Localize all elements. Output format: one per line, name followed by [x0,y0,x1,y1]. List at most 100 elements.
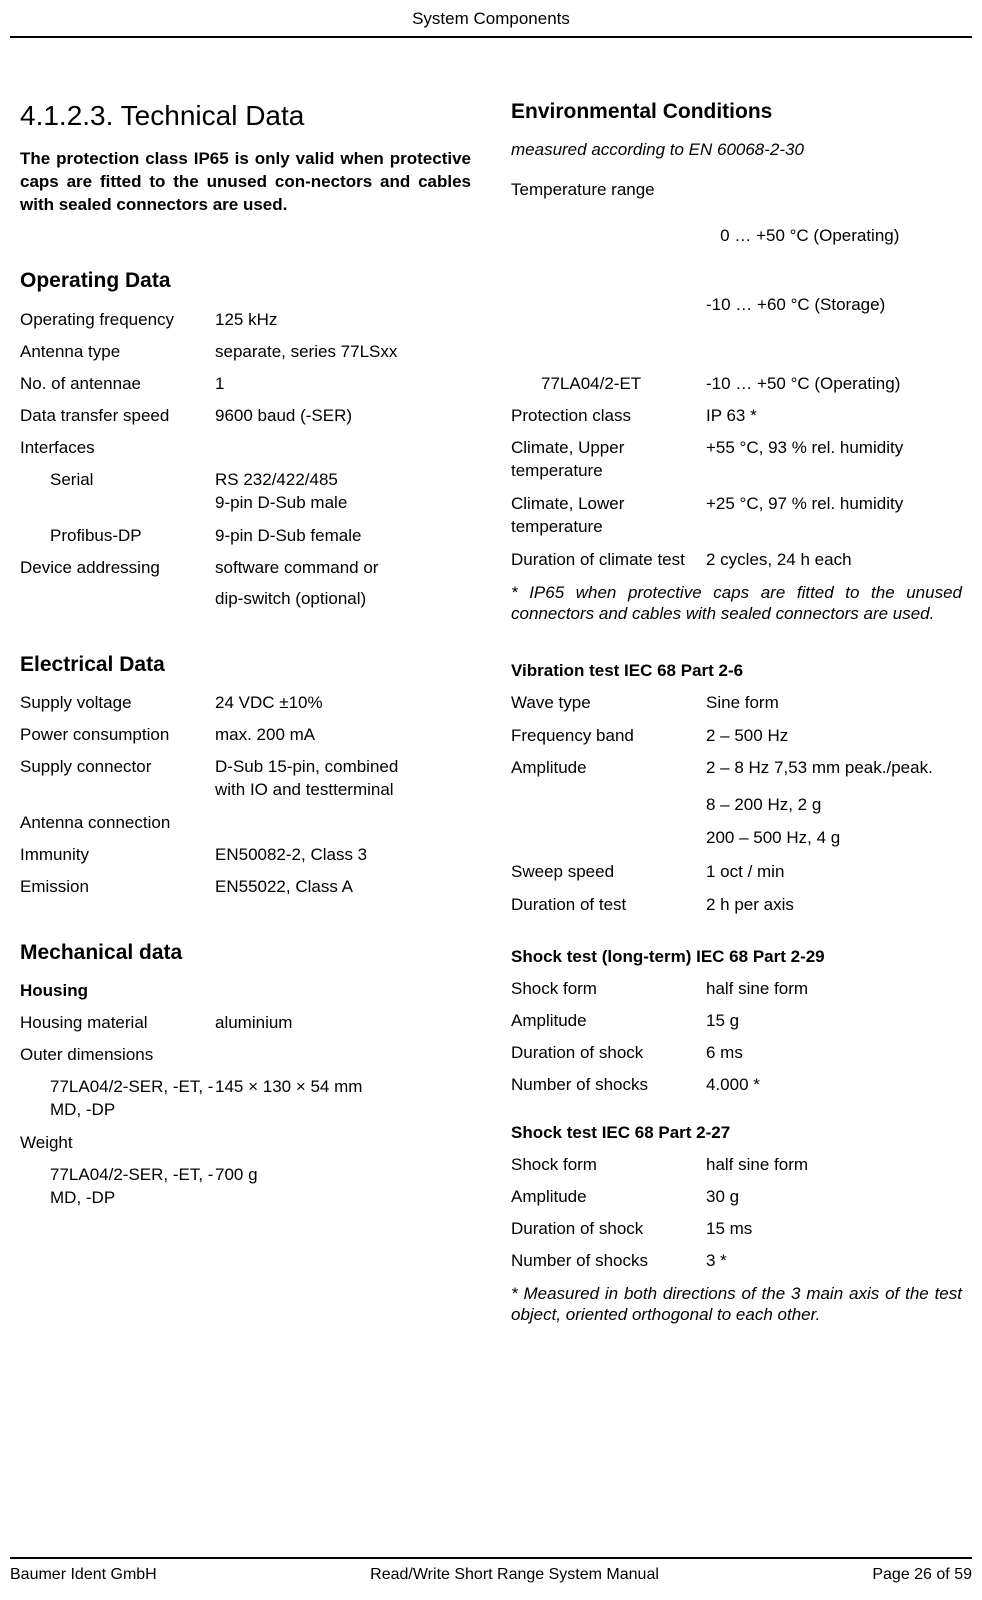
spec-label: No. of antennae [20,373,215,395]
spec-label: Housing material [20,1012,215,1034]
spec-value: 15 g [706,1010,962,1032]
spec-label: 77LA04/2-ET [511,373,706,395]
spec-row: Profibus-DP9-pin D-Sub female [20,525,471,547]
spec-row: Duration of climate test2 cycles, 24 h e… [511,549,962,572]
spec-row: 77LA04/2-ET-10 … +50 °C (Operating) [511,373,962,395]
spec-value: 2 – 500 Hz [706,725,962,747]
spec-label: Weight [20,1132,215,1154]
spec-value-line: 0 … +50 °C (Operating) [706,225,962,248]
spec-value: half sine form [706,978,962,1000]
spec-value: software command or dip-switch (optional) [215,557,471,611]
spec-label: Interfaces [20,437,215,459]
spec-row: Data transfer speed9600 baud (-SER) [20,405,471,427]
spec-row: SerialRS 232/422/4859-pin D-Sub male [20,469,471,515]
footer-center: Read/Write Short Range System Manual [370,1565,659,1586]
spec-label: Climate, Lower temperature [511,493,706,539]
spec-row: Outer dimensions [20,1044,471,1066]
spec-value: half sine form [706,1154,962,1176]
spec-row: Amplitude15 g [511,1010,962,1032]
spec-label: Outer dimensions [20,1044,215,1066]
spec-value-line: with IO and testterminal [215,779,471,802]
spec-row: Housing materialaluminium [20,1012,471,1034]
spec-value: 6 ms [706,1042,962,1064]
spec-row: Weight [20,1132,471,1154]
spec-value: separate, series 77LSxx [215,341,471,363]
shock-footnote: * Measured in both directions of the 3 m… [511,1283,962,1326]
spec-label: Amplitude [511,1010,706,1032]
electrical-data-heading: Electrical Data [20,651,471,678]
spec-value-line: 2 – 8 Hz 7,53 mm peak./peak. [706,757,962,780]
spec-label: Amplitude [511,757,706,852]
spec-label: 77LA04/2-SER, -ET, -MD, -DP [20,1164,215,1210]
spec-value: 125 kHz [215,309,471,331]
spec-label: Climate, Upper temperature [511,437,706,483]
spec-row: Supply voltage24 VDC ±10% [20,692,471,714]
spec-row: Operating frequency125 kHz [20,309,471,331]
shock-longterm-heading: Shock test (long-term) IEC 68 Part 2-29 [511,946,962,968]
page-footer: Baumer Ident GmbH Read/Write Short Range… [10,1557,972,1600]
spec-value: 9-pin D-Sub female [215,525,471,547]
section-heading: 4.1.2.3. Technical Data [20,98,471,134]
spec-value: 4.000 * [706,1074,962,1096]
spec-value: IP 63 * [706,405,962,427]
spec-label: Device addressing [20,557,215,611]
spec-value-line: 8 – 200 Hz, 2 g [706,794,962,817]
spec-row: Protection classIP 63 * [511,405,962,427]
spec-value [215,1132,471,1154]
spec-label: Sweep speed [511,861,706,883]
spec-row: Antenna connection [20,812,471,834]
spec-label: Serial [20,469,215,515]
spec-value: Sine form [706,692,962,714]
spec-label: Antenna type [20,341,215,363]
spec-row: Number of shocks3 * [511,1250,962,1272]
spec-value: 2 h per axis [706,894,962,916]
spec-value-line: 200 – 500 Hz, 4 g [706,827,962,850]
spec-row: Amplitude30 g [511,1186,962,1208]
spec-label: Number of shocks [511,1250,706,1272]
spec-row: Temperature range 0 … +50 °C (Operating)… [511,179,962,363]
spec-value [215,437,471,459]
spec-value: +55 °C, 93 % rel. humidity [706,437,962,483]
header-title: System Components [412,9,570,28]
spec-value-line: D-Sub 15-pin, combined [215,756,471,779]
spec-value-line: RS 232/422/485 [215,469,471,492]
spec-row: Frequency band2 – 500 Hz [511,725,962,747]
spec-value-line: -10 … +60 °C (Storage) [706,294,962,317]
spec-label: Data transfer speed [20,405,215,427]
spec-label: Temperature range [511,179,706,363]
spec-row: EmissionEN55022, Class A [20,876,471,898]
spec-value: EN50082-2, Class 3 [215,844,471,866]
spec-value: 1 [215,373,471,395]
operating-data-heading: Operating Data [20,267,471,294]
spec-label: Operating frequency [20,309,215,331]
spec-value-line: software command or [215,557,471,580]
spec-row: Antenna typeseparate, series 77LSxx [20,341,471,363]
spec-value: 145 × 130 × 54 mm [215,1076,471,1122]
spec-label: Shock form [511,978,706,1000]
spec-row: No. of antennae1 [20,373,471,395]
spec-value: D-Sub 15-pin, combinedwith IO and testte… [215,756,471,802]
spec-value: 2 – 8 Hz 7,53 mm peak./peak. 8 – 200 Hz,… [706,757,962,852]
spec-value: aluminium [215,1012,471,1034]
intro-note: The protection class IP65 is only valid … [20,148,471,217]
footer-left: Baumer Ident GmbH [10,1565,157,1586]
spec-label: Antenna connection [20,812,215,834]
spec-row: Climate, Upper temperature+55 °C, 93 % r… [511,437,962,483]
spec-row: Power consumptionmax. 200 mA [20,724,471,746]
spec-value: 1 oct / min [706,861,962,883]
spec-row: 77LA04/2-SER, -ET, -MD, -DP145 × 130 × 5… [20,1076,471,1122]
mechanical-data-heading: Mechanical data [20,939,471,966]
spec-row: Shock formhalf sine form [511,1154,962,1176]
spec-row: Number of shocks4.000 * [511,1074,962,1096]
spec-label: Frequency band [511,725,706,747]
page-header: System Components [10,0,972,38]
spec-value: -10 … +50 °C (Operating) [706,373,962,395]
spec-value-line: dip-switch (optional) [215,588,471,611]
spec-label: Supply connector [20,756,215,802]
left-column: 4.1.2.3. Technical Data The protection c… [20,98,471,1325]
spec-label: Duration of shock [511,1218,706,1240]
spec-value: 15 ms [706,1218,962,1240]
spec-row: 77LA04/2-SER, -ET, -MD, -DP700 g [20,1164,471,1210]
spec-value: 30 g [706,1186,962,1208]
spec-label: Supply voltage [20,692,215,714]
